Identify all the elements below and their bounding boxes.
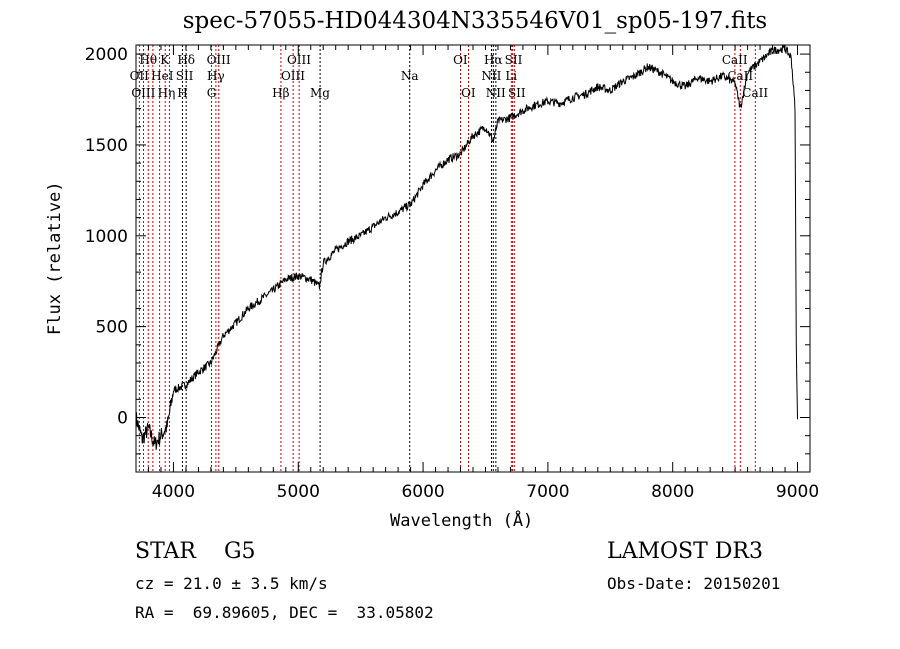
y-tick-label: 1000 — [85, 227, 128, 247]
line-label: Na — [401, 69, 419, 83]
chart-title: spec-57055-HD044304N335546V01_sp05-197.f… — [182, 8, 768, 34]
line-label: HeI — [151, 69, 174, 83]
x-axis-label: Wavelength (Å) — [390, 511, 534, 531]
obs-date: Obs-Date: 20150201 — [607, 574, 781, 593]
y-tick-label: 1500 — [85, 136, 128, 156]
line-label: OIII — [287, 53, 311, 67]
plot-frame — [135, 44, 811, 473]
x-tick-label: 6000 — [401, 482, 444, 502]
line-label: OI — [461, 86, 476, 100]
line-label: SII — [508, 86, 526, 100]
line-label: CaII — [742, 86, 768, 100]
y-axis-label: Flux (relative) — [45, 181, 65, 335]
line-label: OIII — [281, 69, 305, 83]
line-label: OII — [130, 69, 150, 83]
line-label: Hθ — [139, 53, 157, 67]
line-label: NII — [481, 69, 501, 83]
x-tick-label: 8000 — [651, 482, 694, 502]
y-tick-label: 500 — [96, 318, 128, 338]
line-label: Mg — [310, 86, 330, 100]
line-label: Hδ — [177, 53, 195, 67]
line-label: Hα — [484, 53, 503, 67]
line-label: OI — [453, 53, 468, 67]
line-label: K — [160, 53, 170, 67]
spectrum-line — [135, 45, 799, 450]
line-label: CaII — [722, 53, 748, 67]
line-label: Hβ — [272, 86, 289, 100]
x-tick-label: 7000 — [526, 482, 569, 502]
ra-dec: RA = 69.89605, DEC = 33.05802 — [135, 603, 434, 622]
line-label: G — [207, 86, 217, 100]
object-class: STAR G5 — [135, 539, 256, 564]
line-label: SII — [176, 69, 194, 83]
redshift: cz = 21.0 ± 3.5 km/s — [135, 574, 328, 593]
x-tick-label: 4000 — [152, 482, 195, 502]
x-tick-label: 5000 — [277, 482, 320, 502]
survey-name: LAMOST DR3 — [607, 539, 763, 564]
y-tick-label: 2000 — [85, 45, 128, 65]
x-tick-label: 9000 — [776, 482, 819, 502]
line-label: SII — [505, 53, 523, 67]
line-label: OIII — [131, 86, 155, 100]
line-label: NII — [486, 86, 506, 100]
line-label: Li — [505, 69, 517, 83]
line-label: Hη — [158, 86, 176, 100]
line-label: Hγ — [207, 69, 225, 83]
line-label: OIII — [207, 53, 231, 67]
line-label: H — [177, 86, 187, 100]
y-tick-label: 0 — [117, 408, 128, 428]
